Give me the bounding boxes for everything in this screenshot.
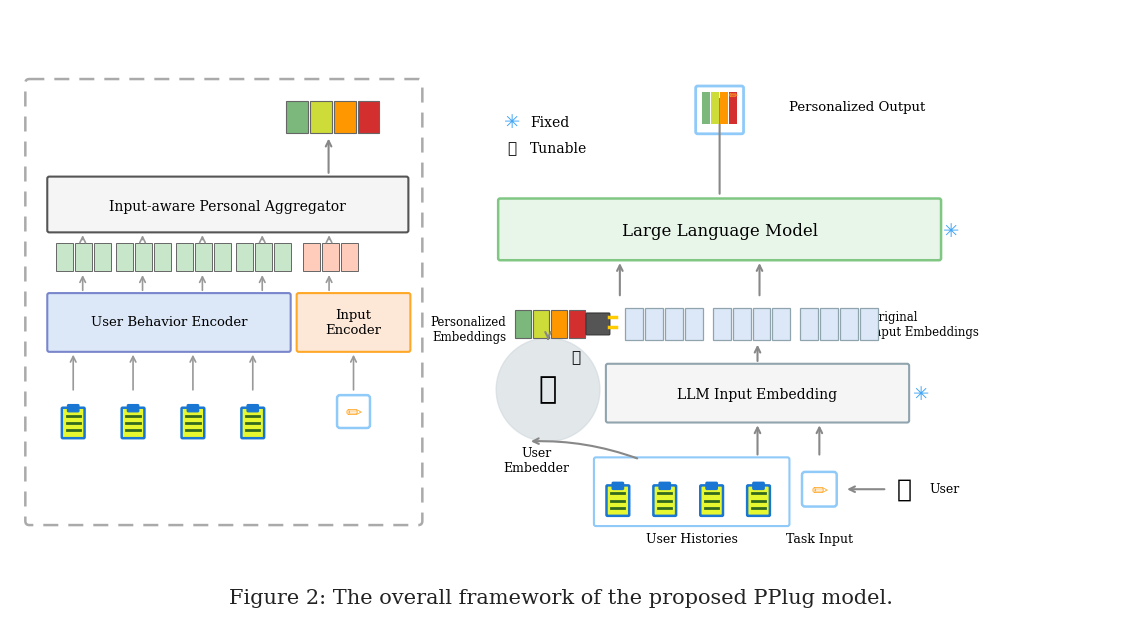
- Bar: [533, 310, 549, 338]
- FancyBboxPatch shape: [182, 408, 204, 438]
- Bar: [515, 310, 531, 338]
- FancyBboxPatch shape: [62, 408, 84, 438]
- Text: Task Input: Task Input: [785, 533, 853, 546]
- Bar: [333, 101, 356, 133]
- FancyBboxPatch shape: [706, 482, 717, 489]
- Bar: [195, 243, 212, 271]
- Bar: [303, 243, 320, 271]
- FancyBboxPatch shape: [241, 408, 264, 438]
- FancyBboxPatch shape: [296, 293, 411, 352]
- FancyBboxPatch shape: [121, 408, 145, 438]
- Circle shape: [496, 338, 600, 441]
- Bar: [733, 308, 751, 340]
- Bar: [820, 308, 838, 340]
- FancyBboxPatch shape: [607, 485, 629, 516]
- Bar: [800, 308, 818, 340]
- FancyBboxPatch shape: [653, 485, 677, 516]
- Bar: [236, 243, 252, 271]
- Text: ✳: ✳: [942, 222, 959, 241]
- Bar: [719, 92, 727, 124]
- FancyBboxPatch shape: [700, 485, 723, 516]
- Text: User Behavior Encoder: User Behavior Encoder: [91, 317, 247, 330]
- Bar: [358, 101, 379, 133]
- Text: Personalized Output: Personalized Output: [790, 101, 926, 114]
- Bar: [56, 243, 73, 271]
- Text: Tunable: Tunable: [530, 142, 587, 156]
- FancyBboxPatch shape: [47, 293, 291, 352]
- Bar: [154, 243, 171, 271]
- Text: User Histories: User Histories: [646, 533, 737, 546]
- FancyBboxPatch shape: [187, 404, 199, 412]
- Bar: [286, 101, 307, 133]
- Text: User: User: [929, 483, 959, 495]
- FancyBboxPatch shape: [802, 472, 837, 507]
- Bar: [840, 308, 858, 340]
- FancyBboxPatch shape: [26, 79, 422, 525]
- Bar: [625, 308, 643, 340]
- FancyBboxPatch shape: [337, 395, 370, 428]
- Text: ✳: ✳: [504, 113, 521, 133]
- Bar: [255, 243, 272, 271]
- Bar: [701, 92, 709, 124]
- Bar: [664, 308, 682, 340]
- Text: LLM Input Embedding: LLM Input Embedding: [678, 387, 838, 402]
- FancyBboxPatch shape: [753, 482, 764, 489]
- Bar: [712, 308, 730, 340]
- FancyBboxPatch shape: [67, 404, 79, 412]
- Bar: [176, 243, 193, 271]
- Text: ✏: ✏: [729, 91, 738, 101]
- Bar: [861, 308, 879, 340]
- Bar: [753, 308, 771, 340]
- Bar: [75, 243, 92, 271]
- Text: ⬛: ⬛: [595, 320, 601, 330]
- Bar: [341, 243, 358, 271]
- Text: 🔥: 🔥: [571, 350, 580, 365]
- Bar: [645, 308, 663, 340]
- Bar: [322, 243, 339, 271]
- Text: Input
Encoder: Input Encoder: [325, 309, 381, 337]
- Text: Original
Input Embeddings: Original Input Embeddings: [870, 311, 980, 339]
- Bar: [274, 243, 291, 271]
- Bar: [728, 92, 736, 124]
- Text: Fixed: Fixed: [530, 116, 569, 130]
- FancyBboxPatch shape: [498, 198, 941, 260]
- Bar: [772, 308, 790, 340]
- Text: ✳: ✳: [913, 385, 929, 404]
- FancyBboxPatch shape: [747, 485, 770, 516]
- FancyBboxPatch shape: [659, 482, 671, 489]
- Text: ✏: ✏: [811, 482, 828, 501]
- Text: Personalized
Embeddings: Personalized Embeddings: [431, 316, 506, 344]
- FancyBboxPatch shape: [613, 482, 624, 489]
- FancyBboxPatch shape: [586, 313, 610, 335]
- FancyBboxPatch shape: [247, 404, 258, 412]
- Bar: [135, 243, 151, 271]
- Bar: [569, 310, 585, 338]
- Text: User
Embedder: User Embedder: [503, 447, 569, 475]
- Bar: [310, 101, 332, 133]
- Bar: [214, 243, 231, 271]
- Text: 🔥: 🔥: [507, 141, 517, 156]
- Text: 👤: 👤: [896, 477, 912, 501]
- FancyBboxPatch shape: [128, 404, 139, 412]
- Bar: [94, 243, 111, 271]
- FancyBboxPatch shape: [606, 364, 909, 423]
- Text: Input-aware Personal Aggregator: Input-aware Personal Aggregator: [109, 200, 347, 215]
- FancyBboxPatch shape: [696, 86, 744, 134]
- Text: Figure 2: The overall framework of the proposed PPlug model.: Figure 2: The overall framework of the p…: [229, 589, 893, 609]
- Text: 🎨: 🎨: [539, 375, 558, 404]
- Bar: [710, 92, 718, 124]
- Bar: [116, 243, 134, 271]
- Text: ✏: ✏: [346, 404, 361, 423]
- Text: Large Language Model: Large Language Model: [622, 223, 818, 240]
- FancyBboxPatch shape: [47, 176, 408, 232]
- Bar: [551, 310, 567, 338]
- Bar: [684, 308, 702, 340]
